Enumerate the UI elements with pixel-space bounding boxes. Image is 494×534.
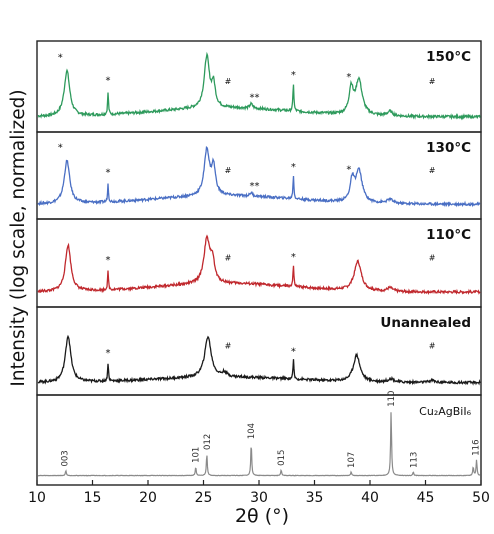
x-tick-label: 35 bbox=[306, 490, 324, 506]
peak-marker: * bbox=[291, 252, 296, 263]
panel-label: Cu₂AgBiI₆ bbox=[419, 405, 471, 418]
panel-frame bbox=[36, 218, 482, 308]
peak-marker: # bbox=[429, 342, 436, 351]
peak-index-label: 116 bbox=[471, 439, 481, 455]
panel-1: 130°C** #*** * # bbox=[36, 131, 482, 220]
peak-marker: ** bbox=[250, 181, 260, 192]
peak-marker: * bbox=[106, 167, 111, 178]
peak-marker: * bbox=[291, 162, 296, 173]
y-axis-label: Intensity (log scale, normalized) bbox=[8, 89, 29, 386]
series-line bbox=[37, 234, 481, 296]
peak-marker: # bbox=[225, 254, 232, 263]
x-axis: 10 15 20 25 30 35 40 45 50 bbox=[28, 480, 490, 506]
peak-index-label: 101 bbox=[192, 447, 202, 463]
peak-marker: * bbox=[58, 143, 63, 154]
peak-marker: * bbox=[58, 52, 63, 63]
panel-label: 150°C bbox=[426, 49, 471, 65]
peak-marker: * bbox=[291, 70, 296, 81]
series-line bbox=[37, 51, 481, 121]
panel-2: 110°C * # * # bbox=[36, 218, 482, 308]
peak-marker: # bbox=[225, 166, 232, 175]
peak-marker: * bbox=[346, 72, 351, 83]
peak-marker: * bbox=[291, 347, 296, 358]
peak-index-label: 113 bbox=[409, 452, 419, 468]
stacked-panels: 150°C** #*** * #130°C** #*** * #110°C* # * #Unann… bbox=[36, 40, 482, 486]
peak-marker: * bbox=[346, 165, 351, 176]
peak-index-label: 003 bbox=[61, 450, 71, 466]
panel-label: Unannealed bbox=[380, 315, 471, 331]
peak-marker: # bbox=[429, 254, 436, 263]
peak-index-label: 107 bbox=[347, 452, 357, 468]
panel-0: 150°C** #*** * # bbox=[36, 40, 482, 133]
x-axis-label: 2θ (°) bbox=[235, 505, 289, 527]
x-tick-label: 15 bbox=[84, 490, 102, 506]
peak-marker: * bbox=[106, 255, 111, 266]
panel-frame bbox=[36, 40, 482, 133]
panel-frame bbox=[36, 394, 482, 486]
peak-index-label: 015 bbox=[277, 450, 287, 466]
x-tick-label: 20 bbox=[139, 490, 157, 506]
peak-marker: # bbox=[225, 342, 232, 351]
series-line bbox=[37, 145, 481, 208]
x-tick-label: 50 bbox=[472, 490, 490, 506]
peak-marker: ** bbox=[250, 93, 260, 104]
peak-index-label: 110 bbox=[387, 391, 397, 407]
peak-index-label: 104 bbox=[247, 423, 257, 439]
peak-marker: # bbox=[429, 77, 436, 86]
x-tick-label: 45 bbox=[417, 490, 435, 506]
peak-marker: * bbox=[106, 76, 111, 87]
panel-3: Unannealed * # * # bbox=[36, 306, 482, 396]
panel-label: 110°C bbox=[426, 227, 471, 243]
peak-marker: # bbox=[429, 166, 436, 175]
x-tick-label: 30 bbox=[250, 490, 268, 506]
x-tick-label: 25 bbox=[195, 490, 213, 506]
x-tick-label: 40 bbox=[361, 490, 379, 506]
panel-frame bbox=[36, 131, 482, 220]
series-line bbox=[37, 334, 481, 386]
panel-label: 130°C bbox=[426, 140, 471, 156]
x-tick-label: 10 bbox=[28, 490, 46, 506]
peak-index-label: 012 bbox=[203, 434, 213, 450]
peak-marker: # bbox=[225, 77, 232, 86]
peak-marker: * bbox=[106, 348, 111, 359]
series-line bbox=[37, 412, 481, 477]
